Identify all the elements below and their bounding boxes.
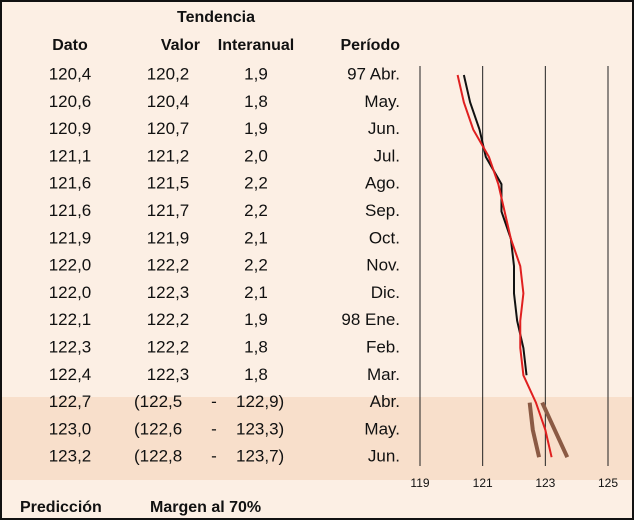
cell: 121,1 bbox=[49, 146, 92, 165]
cell: 120,2 bbox=[147, 64, 190, 83]
cell: 122,2 bbox=[147, 310, 190, 329]
column-header: Dato bbox=[52, 37, 88, 54]
x-tick-label: 119 bbox=[410, 476, 429, 490]
column-header: Valor bbox=[161, 37, 200, 54]
x-tick-label: 125 bbox=[598, 476, 618, 490]
cell: 122,0 bbox=[49, 256, 92, 275]
prediction-cell: 122,7 bbox=[49, 392, 92, 411]
prediction-cell: - bbox=[211, 419, 217, 438]
prediction-cell: (122,6 bbox=[134, 419, 182, 438]
cell: Nov. bbox=[366, 256, 400, 275]
cell: 120,4 bbox=[49, 64, 92, 83]
group-header: Tendencia bbox=[177, 9, 255, 26]
cell: 2,2 bbox=[244, 174, 268, 193]
prediction-cell: 122,9) bbox=[236, 392, 284, 411]
cell: Ago. bbox=[365, 174, 400, 193]
cell: 97 Abr. bbox=[347, 64, 400, 83]
cell: 122,3 bbox=[49, 337, 92, 356]
cell: 122,0 bbox=[49, 283, 92, 302]
cell: 1,9 bbox=[244, 64, 268, 83]
cell: 121,6 bbox=[49, 174, 92, 193]
prediction-cell: 123,7) bbox=[236, 447, 284, 466]
prediction-cell: - bbox=[211, 392, 217, 411]
cell: 122,2 bbox=[147, 256, 190, 275]
column-header: Interanual bbox=[218, 37, 294, 54]
cell: 1,8 bbox=[244, 337, 268, 356]
cell: Feb. bbox=[366, 337, 400, 356]
cell: 121,7 bbox=[147, 201, 190, 220]
cell: 2,2 bbox=[244, 256, 268, 275]
x-tick-label: 123 bbox=[535, 476, 555, 490]
prediction-cell: (122,5 bbox=[134, 392, 182, 411]
cell: 122,4 bbox=[49, 365, 92, 384]
cell: 1,8 bbox=[244, 92, 268, 111]
cell: 121,2 bbox=[147, 146, 190, 165]
cell: 1,9 bbox=[244, 119, 268, 138]
cell: May. bbox=[364, 92, 400, 111]
prediction-cell: (122,8 bbox=[134, 447, 182, 466]
cell: 2,1 bbox=[244, 283, 268, 302]
footer-left: Predicción bbox=[20, 499, 102, 516]
footer-right: Margen al 70% bbox=[150, 499, 261, 516]
cell: Mar. bbox=[367, 365, 400, 384]
x-tick-label: 121 bbox=[473, 476, 493, 490]
cell: Dic. bbox=[371, 283, 400, 302]
cell: 120,7 bbox=[147, 119, 190, 138]
series-line bbox=[456, 74, 553, 458]
prediction-cell: 123,0 bbox=[49, 419, 92, 438]
series-line bbox=[462, 74, 528, 376]
cell: 122,2 bbox=[147, 337, 190, 356]
cell: Jun. bbox=[368, 119, 400, 138]
cell: 98 Ene. bbox=[341, 310, 400, 329]
series-line bbox=[527, 402, 542, 458]
cell: 122,3 bbox=[147, 283, 190, 302]
cell: 2,0 bbox=[244, 146, 268, 165]
series-line bbox=[540, 401, 570, 459]
cell: 1,9 bbox=[244, 310, 268, 329]
cell: Jul. bbox=[374, 146, 400, 165]
cell: 121,5 bbox=[147, 174, 190, 193]
cell: 121,9 bbox=[49, 228, 92, 247]
cell: 2,2 bbox=[244, 201, 268, 220]
prediction-cell: Abr. bbox=[370, 392, 400, 411]
cell: 121,9 bbox=[147, 228, 190, 247]
cell: 122,3 bbox=[147, 365, 190, 384]
cell: 121,6 bbox=[49, 201, 92, 220]
cell: 2,1 bbox=[244, 228, 268, 247]
cell: Sep. bbox=[365, 201, 400, 220]
prediction-band bbox=[0, 397, 634, 480]
column-header: Período bbox=[340, 37, 400, 54]
prediction-cell: - bbox=[211, 447, 217, 466]
prediction-cell: 123,2 bbox=[49, 447, 92, 466]
prediction-cell: Jun. bbox=[368, 447, 400, 466]
prediction-cell: 123,3) bbox=[236, 419, 284, 438]
cell: 120,4 bbox=[147, 92, 190, 111]
cell: 122,1 bbox=[49, 310, 92, 329]
cell: 120,9 bbox=[49, 119, 92, 138]
prediction-cell: May. bbox=[364, 419, 400, 438]
cell: 120,6 bbox=[49, 92, 92, 111]
cell: Oct. bbox=[369, 228, 400, 247]
cell: 1,8 bbox=[244, 365, 268, 384]
